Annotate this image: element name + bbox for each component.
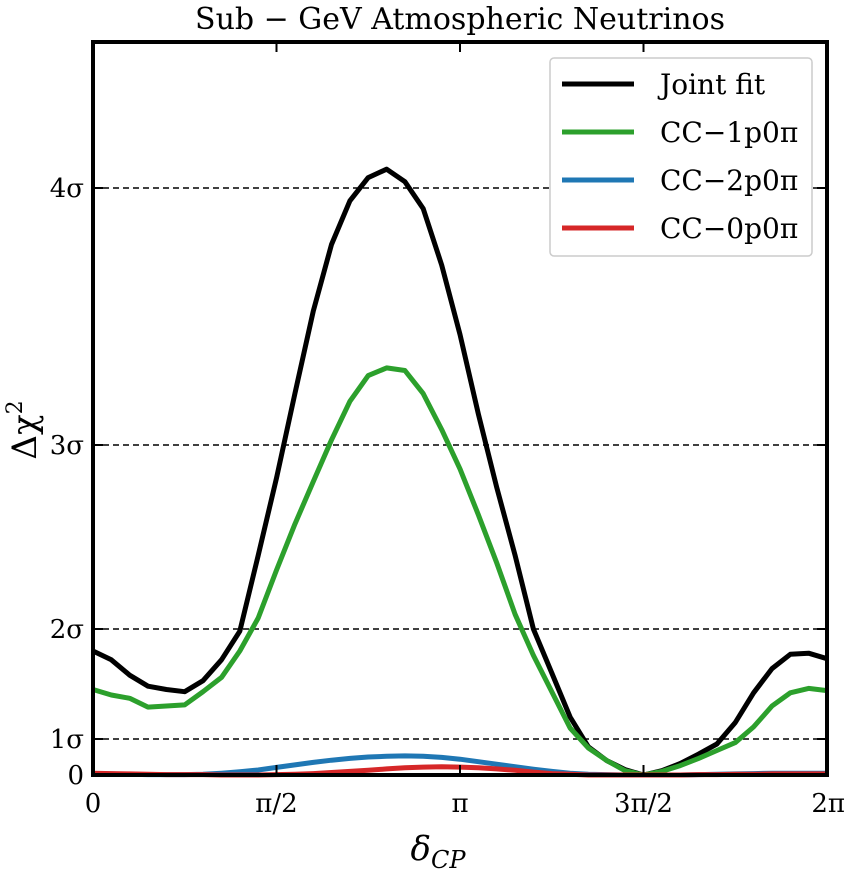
y-tick-label: 4σ: [50, 174, 84, 204]
series-line-1: [92, 365, 828, 778]
y-axis-label-superscript: 2: [3, 400, 28, 414]
legend-label-cc-0p0pi: CC−0p0π: [660, 212, 798, 245]
legend-label-cc-1p0pi: CC−1p0π: [660, 116, 798, 149]
legend-box: [549, 57, 813, 257]
y-tick-label: 0: [67, 761, 84, 791]
chart-title: Sub − GeV Atmospheric Neutrinos: [195, 2, 725, 37]
legend-label-cc-2p0pi: CC−2p0π: [660, 164, 798, 197]
legend: Joint fit CC−1p0π CC−2p0π CC−0p0π: [549, 57, 813, 257]
y-tick-label: 1σ: [50, 725, 84, 755]
x-axis-label: δCP: [411, 829, 467, 869]
y-tick-label: 3σ: [50, 431, 84, 461]
legend-label-joint-fit: Joint fit: [657, 68, 766, 101]
x-tick-label: 2π: [811, 789, 845, 819]
series-line-0: [91, 166, 828, 778]
y-axis-label-main: Δχ: [5, 414, 45, 459]
x-axis-label-subscript: CP: [431, 846, 466, 869]
x-tick-label: π/2: [255, 789, 297, 819]
x-tick-label: π: [451, 789, 468, 819]
x-tick-label: 3π/2: [614, 789, 673, 819]
y-tick-label: 2σ: [50, 615, 84, 645]
x-axis-label-main: δ: [411, 829, 431, 869]
series-layer: [91, 166, 828, 778]
x-tick-label: 0: [85, 789, 102, 819]
axis-ticks: 0 π/2 π 3π/2 2π 0 1σ 2σ 3σ 4σ: [50, 42, 845, 819]
y-axis-label: Δχ2: [3, 400, 45, 459]
